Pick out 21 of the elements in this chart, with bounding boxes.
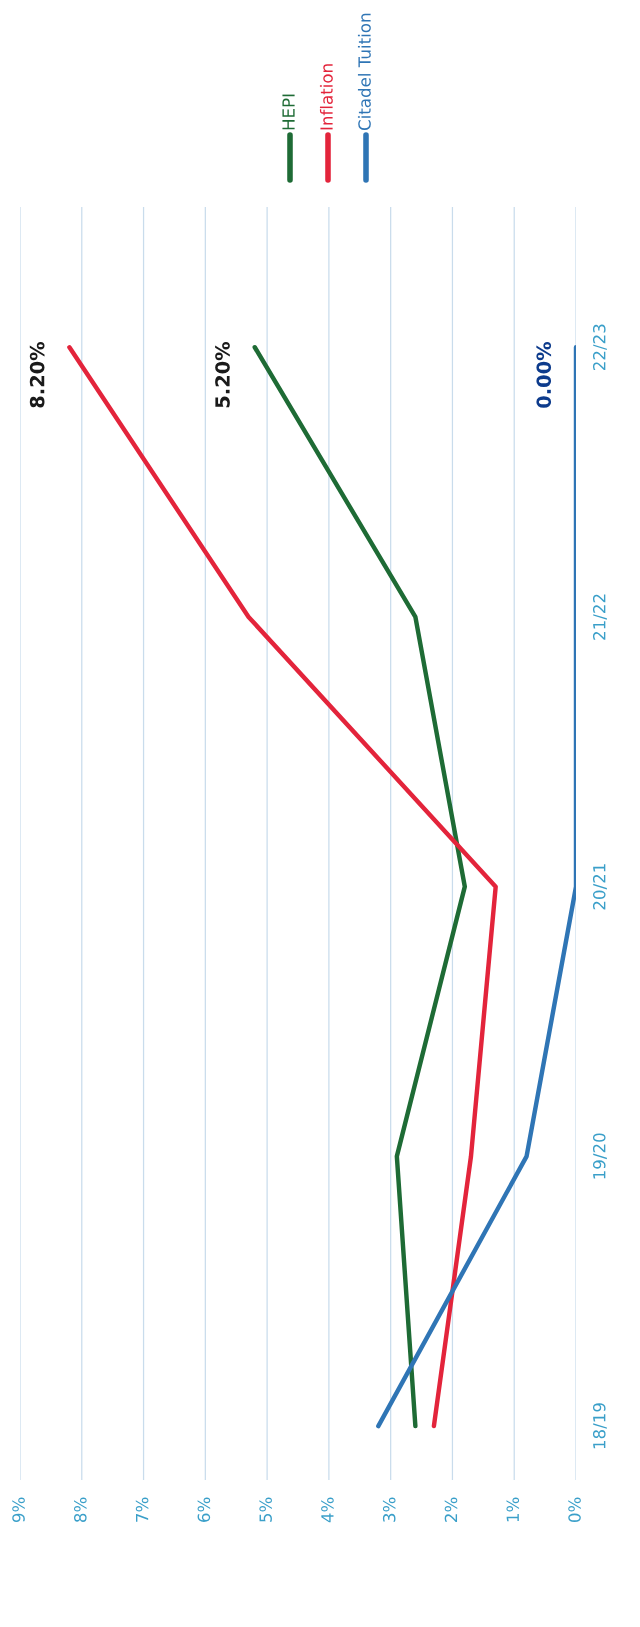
x-tick-label: 9% bbox=[12, 1497, 25, 1523]
x-tick-label: 6% bbox=[197, 1497, 211, 1522]
x-tick-label: 2% bbox=[444, 1497, 458, 1522]
data-label: 5.20% bbox=[215, 341, 230, 408]
data-label: 0.00% bbox=[536, 341, 552, 408]
x-tick-label: 7% bbox=[135, 1497, 149, 1522]
x-tick-label: 8% bbox=[74, 1497, 87, 1522]
x-tick-label: 0% bbox=[568, 1497, 581, 1523]
y-tick-label: 22/23 bbox=[592, 324, 607, 371]
x-tick-label: 3% bbox=[382, 1497, 396, 1522]
data-label: 8.20% bbox=[29, 341, 45, 408]
y-tick-label: 18/19 bbox=[592, 1403, 607, 1449]
x-tick-label: 1% bbox=[506, 1497, 520, 1522]
text: HEPI bbox=[282, 94, 295, 130]
x-tick-label: 4% bbox=[321, 1497, 334, 1523]
y-tick-label: 20/21 bbox=[592, 864, 607, 910]
y-tick-label: 19/20 bbox=[592, 1133, 607, 1179]
x-tick-label: 5% bbox=[259, 1497, 272, 1522]
text: Inflation bbox=[319, 64, 333, 130]
y-tick-label: 21/22 bbox=[592, 594, 607, 640]
text: Citadel Tuition bbox=[357, 13, 371, 131]
